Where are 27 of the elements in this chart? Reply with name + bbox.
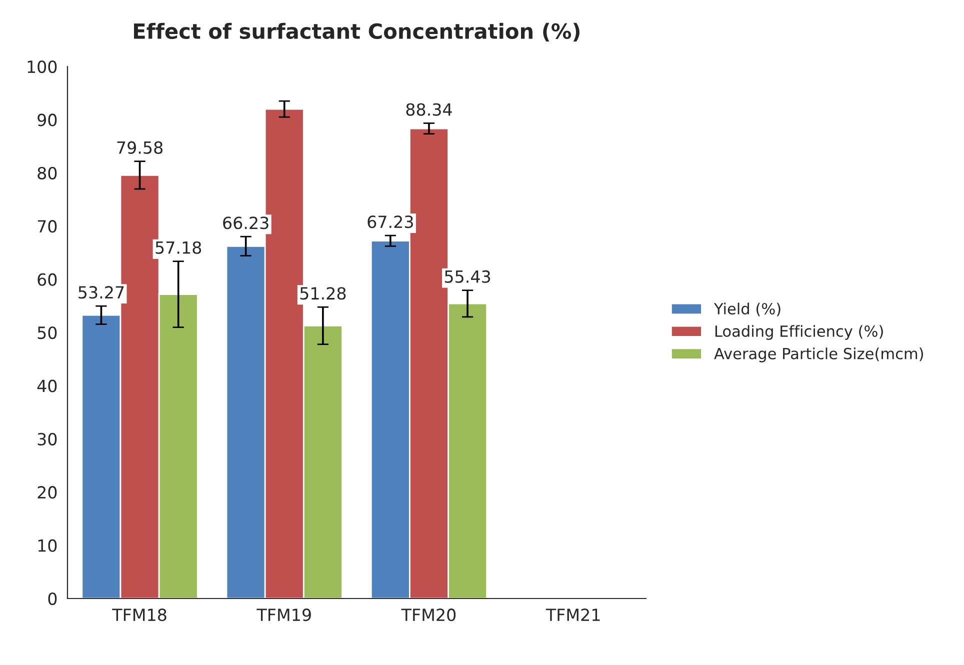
- x-tick-label: TFM20: [401, 608, 456, 622]
- data-label: 66.23: [223, 216, 268, 230]
- y-tick-label: 100: [28, 60, 57, 74]
- y-tick-label: 90: [38, 114, 57, 126]
- y-tick-label: 20: [38, 486, 57, 499]
- data-label: 67.23: [368, 216, 413, 228]
- data-label: 51.28: [300, 287, 346, 300]
- legend-label: Loading Efficiency (%): [715, 325, 883, 340]
- data-label: 79.58: [117, 141, 162, 154]
- y-tick-label: 80: [38, 166, 57, 180]
- y-tick-label: 60: [38, 273, 57, 286]
- chart-title: Effect of surfactant Concentration (%): [134, 22, 580, 42]
- x-tick-label: TFM18: [112, 608, 166, 622]
- x-tick-label: TFM19: [256, 608, 311, 622]
- y-tick-label: 0: [48, 592, 57, 606]
- y-tick-label: 10: [38, 539, 57, 552]
- y-tick-label: 70: [38, 220, 57, 233]
- y-tick-label: 50: [38, 326, 57, 340]
- data-label: 55.43: [444, 270, 490, 283]
- legend-label: Average Particle Size(mcm): [714, 348, 924, 362]
- data-label: 53.27: [78, 286, 124, 299]
- y-tick-label: 30: [38, 432, 57, 446]
- legend-label: Yield (%): [714, 302, 780, 316]
- data-label: 88.34: [406, 103, 452, 116]
- x-tick-label: TFM21: [546, 608, 600, 621]
- y-tick-label: 40: [37, 380, 57, 392]
- data-label: 57.18: [156, 241, 202, 254]
